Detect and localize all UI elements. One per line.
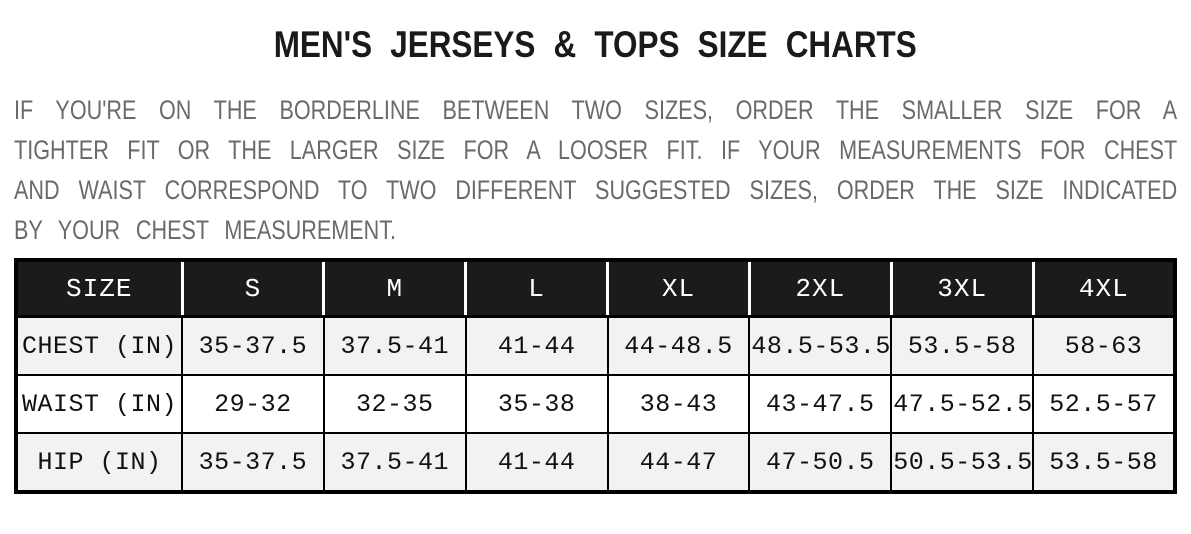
intro-line-3: AND WAIST CORRESPOND TO TWO DIFFERENT SU… — [14, 175, 1178, 205]
size-chart-cell: 58-63 — [1032, 315, 1176, 376]
size-chart-cell: 53.5-58 — [890, 315, 1035, 376]
table-row-waist: WAIST (IN) 29-32 32-35 35-38 38-43 43-47… — [15, 374, 1176, 434]
intro-line-4: BY YOUR CHEST MEASUREMENT. — [14, 215, 397, 245]
size-chart-header-row: SIZE S M L XL 2XL 3XL 4XL — [14, 258, 1177, 318]
size-chart-cell: 32-35 — [322, 374, 467, 434]
size-chart-cell: 44-47 — [606, 432, 751, 493]
row-label-waist: WAIST (IN) — [15, 374, 183, 434]
title-container: MEN'S JERSEYS & TOPS SIZE CHARTS — [14, 24, 1177, 72]
header-cell-2xl: 2XL — [747, 258, 893, 318]
row-label-chest: CHEST (IN) — [15, 315, 183, 376]
size-chart-cell: 48.5-53.5 — [748, 315, 893, 376]
header-cell-3xl: 3XL — [889, 258, 1035, 318]
size-chart-table: SIZE S M L XL 2XL 3XL 4XL CHEST (IN) 35-… — [14, 258, 1177, 494]
size-chart-cell: 41-44 — [464, 315, 609, 376]
size-chart-cell: 35-37.5 — [181, 432, 325, 493]
size-chart-cell: 37.5-41 — [322, 432, 467, 493]
intro-paragraph: IF YOU'RE ON THE BORDERLINE BETWEEN TWO … — [14, 90, 1177, 250]
table-row-hip: HIP (IN) 35-37.5 37.5-41 41-44 44-47 47-… — [15, 432, 1176, 493]
size-chart-cell: 47.5-52.5 — [890, 374, 1035, 434]
size-chart-cell: 35-37.5 — [181, 315, 325, 376]
row-label-hip: HIP (IN) — [15, 432, 183, 493]
size-chart-cell: 38-43 — [606, 374, 751, 434]
header-cell-size: SIZE — [14, 258, 184, 318]
size-chart-cell: 35-38 — [464, 374, 609, 434]
size-chart-cell: 52.5-57 — [1032, 374, 1176, 434]
header-cell-xl: XL — [606, 258, 751, 318]
size-chart-cell: 43-47.5 — [748, 374, 893, 434]
size-chart-cell: 50.5-53.5 — [890, 432, 1035, 493]
intro-line-2: TIGHTER FIT OR THE LARGER SIZE FOR A LOO… — [14, 135, 1178, 165]
header-cell-s: S — [180, 258, 326, 318]
intro-line-1: IF YOU'RE ON THE BORDERLINE BETWEEN TWO … — [14, 95, 1178, 125]
size-chart-page: MEN'S JERSEYS & TOPS SIZE CHARTS IF YOU'… — [0, 24, 1191, 494]
size-chart-cell: 29-32 — [181, 374, 325, 434]
header-cell-4xl: 4XL — [1031, 258, 1177, 318]
header-cell-m: M — [322, 258, 468, 318]
size-chart-cell: 47-50.5 — [748, 432, 893, 493]
size-chart-cell: 44-48.5 — [606, 315, 751, 376]
table-row-chest: CHEST (IN) 35-37.5 37.5-41 41-44 44-48.5… — [15, 315, 1176, 376]
size-chart-cell: 53.5-58 — [1032, 432, 1176, 493]
header-cell-l: L — [464, 258, 610, 318]
page-title: MEN'S JERSEYS & TOPS SIZE CHARTS — [273, 24, 917, 65]
size-chart-cell: 41-44 — [464, 432, 609, 493]
size-chart-cell: 37.5-41 — [322, 315, 467, 376]
